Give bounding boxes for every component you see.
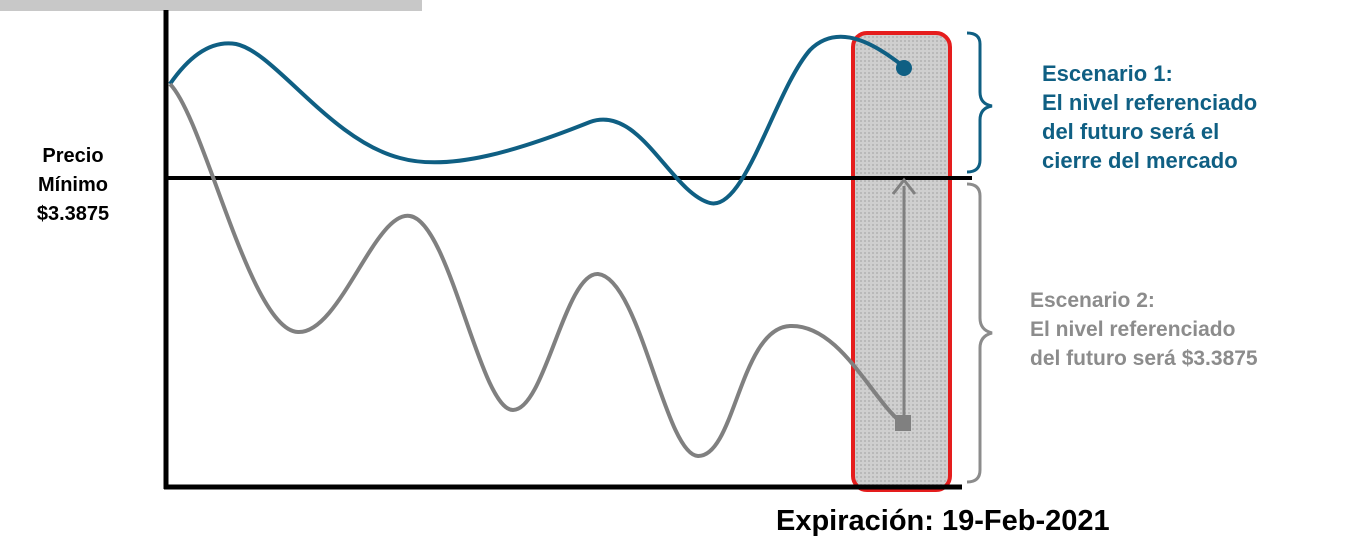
scenario-2-title: Escenario 2:: [1030, 289, 1155, 312]
minimum-price-label: Precio Mínimo $3.3875: [18, 142, 128, 229]
scenario-2-price-path: [168, 82, 904, 459]
scenario-2-description: Escenario 2: El nivel referenciado del f…: [1030, 286, 1258, 373]
expiration-date-label: Expiración: 19-Feb-2021: [776, 505, 1110, 537]
scenario-1-price-path: [168, 35, 905, 206]
scenario-2-line3: del futuro será $3.3875: [1030, 347, 1258, 370]
expiration-highlight-box: [851, 31, 952, 492]
scenario-1-line4: cierre del mercado: [1042, 148, 1238, 173]
scenario-2-brace: [966, 182, 993, 484]
scenario-1-description: Escenario 1: El nivel referenciado del f…: [1042, 59, 1257, 175]
minimum-price-label-line1: Precio: [42, 145, 104, 167]
scenario-1-title: Escenario 1:: [1042, 61, 1173, 86]
top-decorative-bar: [0, 0, 422, 11]
difference-arrowhead-icon: [891, 177, 917, 195]
minimum-price-label-line3: $3.3875: [36, 203, 110, 225]
scenario-1-line3: del futuro será el: [1042, 119, 1220, 144]
scenario-1-brace: [966, 31, 993, 174]
scenario-2-line2: El nivel referenciado: [1030, 318, 1236, 341]
scenario-2-end-point: [895, 415, 911, 431]
minimum-price-label-line2: Mínimo: [38, 174, 108, 196]
scenario-1-end-point: [896, 60, 912, 76]
scenario-1-line2: El nivel referenciado: [1042, 90, 1258, 115]
